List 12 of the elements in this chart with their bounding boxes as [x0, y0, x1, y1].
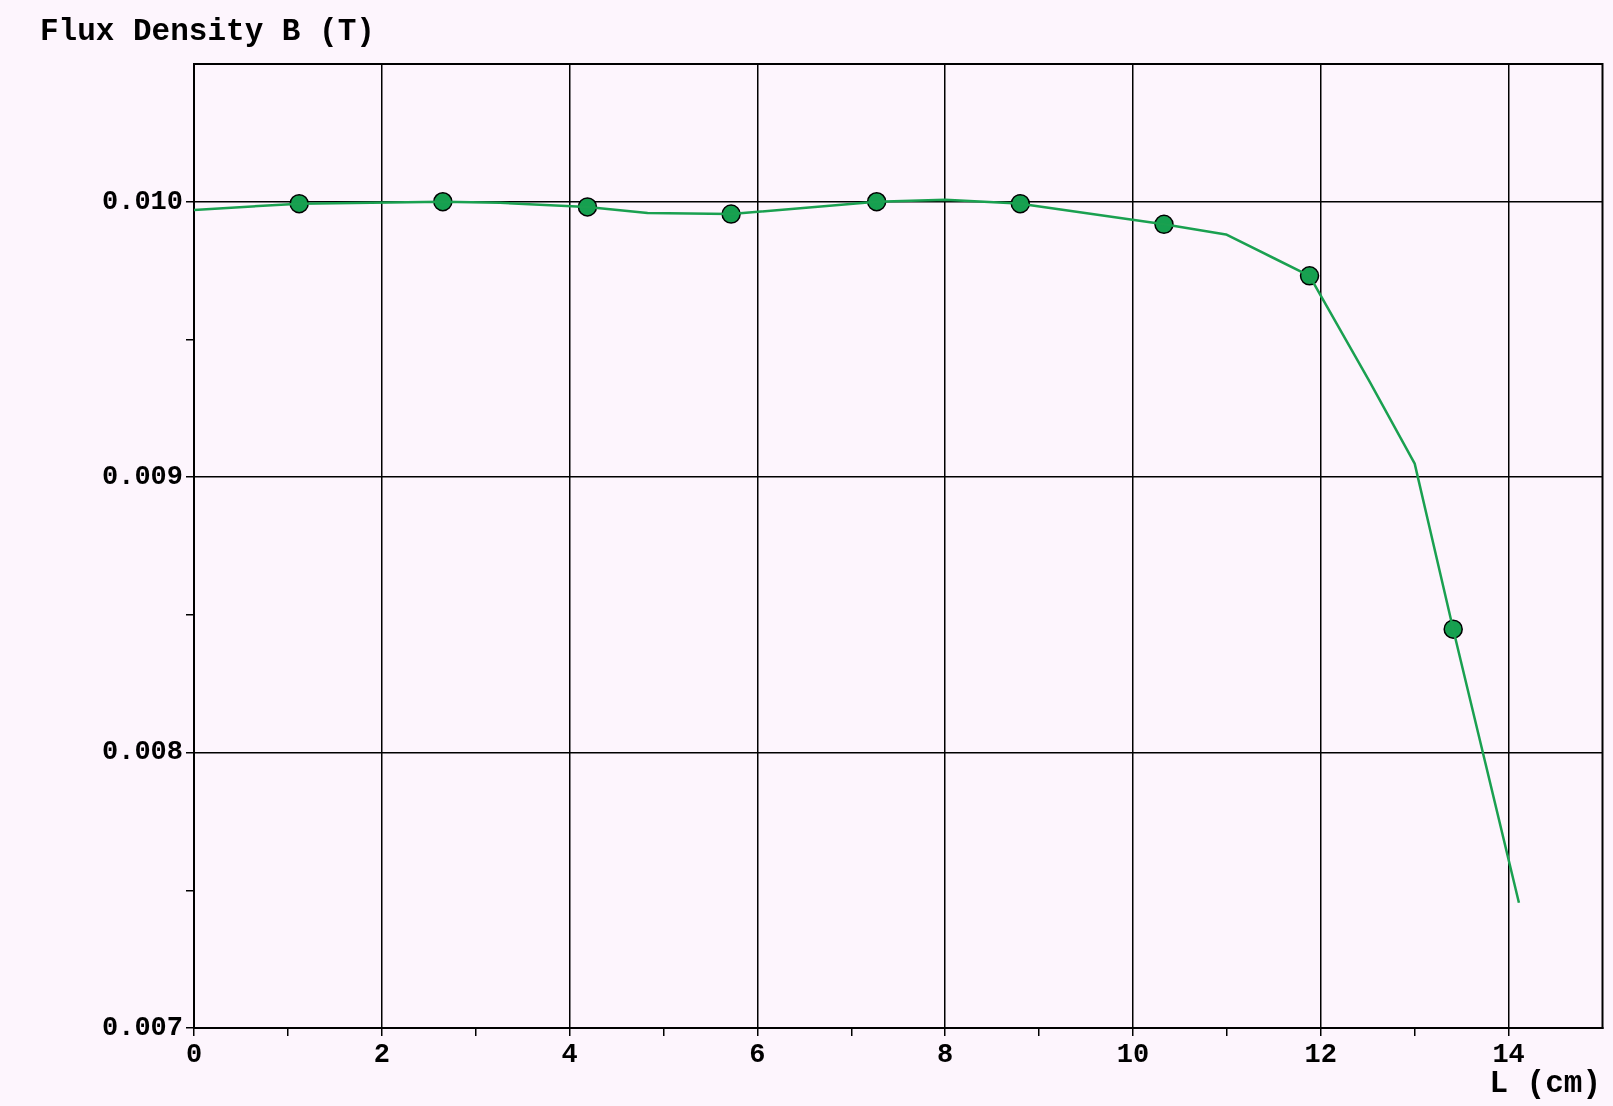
x-tick-label: 6 [749, 1040, 766, 1070]
y-tick-label: 0.010 [101, 186, 183, 217]
x-tick-label: 2 [373, 1040, 390, 1070]
x-tick-label: 8 [937, 1040, 954, 1070]
y-tick-label: 0.008 [101, 737, 183, 768]
y-tick-label: 0.007 [101, 1012, 183, 1043]
x-tick-label: 4 [561, 1040, 578, 1070]
x-tick-label: 10 [1116, 1040, 1150, 1070]
x-tick-label: 12 [1304, 1040, 1337, 1070]
y-tick-label: 0.009 [101, 461, 183, 492]
y-axis-title: Flux Density B (T) [40, 14, 375, 49]
x-tick-label: 0 [185, 1040, 203, 1070]
